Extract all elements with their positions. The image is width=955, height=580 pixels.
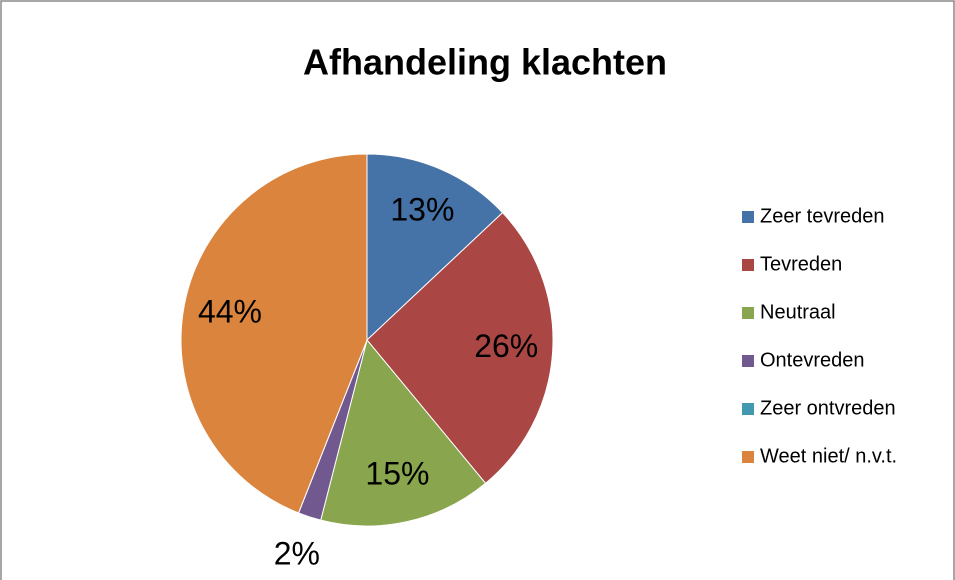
legend-swatch xyxy=(742,211,754,223)
pie-slice xyxy=(366,211,554,485)
legend-label: Zeer ontvreden xyxy=(760,397,896,419)
pie-slice xyxy=(180,153,368,514)
data-label: 2% xyxy=(274,535,320,571)
legend-swatch xyxy=(742,355,754,367)
pie-slice xyxy=(366,153,504,342)
legend-swatch xyxy=(742,259,754,271)
legend-label: Neutraal xyxy=(760,301,836,323)
legend-label: Ontevreden xyxy=(760,349,865,371)
legend-label: Tevreden xyxy=(760,253,842,275)
legend-swatch xyxy=(742,403,754,415)
data-label: 15% xyxy=(365,456,429,492)
pie-slice xyxy=(320,338,487,527)
legend-swatch xyxy=(742,307,754,319)
data-label: 26% xyxy=(474,328,538,364)
legend-label: Zeer tevreden xyxy=(760,205,885,227)
chart-title: Afhandeling klachten xyxy=(303,42,667,83)
legend-swatch xyxy=(742,451,754,463)
legend-label: Weet niet/ n.v.t. xyxy=(760,445,897,467)
data-label: 13% xyxy=(390,191,454,227)
data-label: 44% xyxy=(198,293,262,329)
